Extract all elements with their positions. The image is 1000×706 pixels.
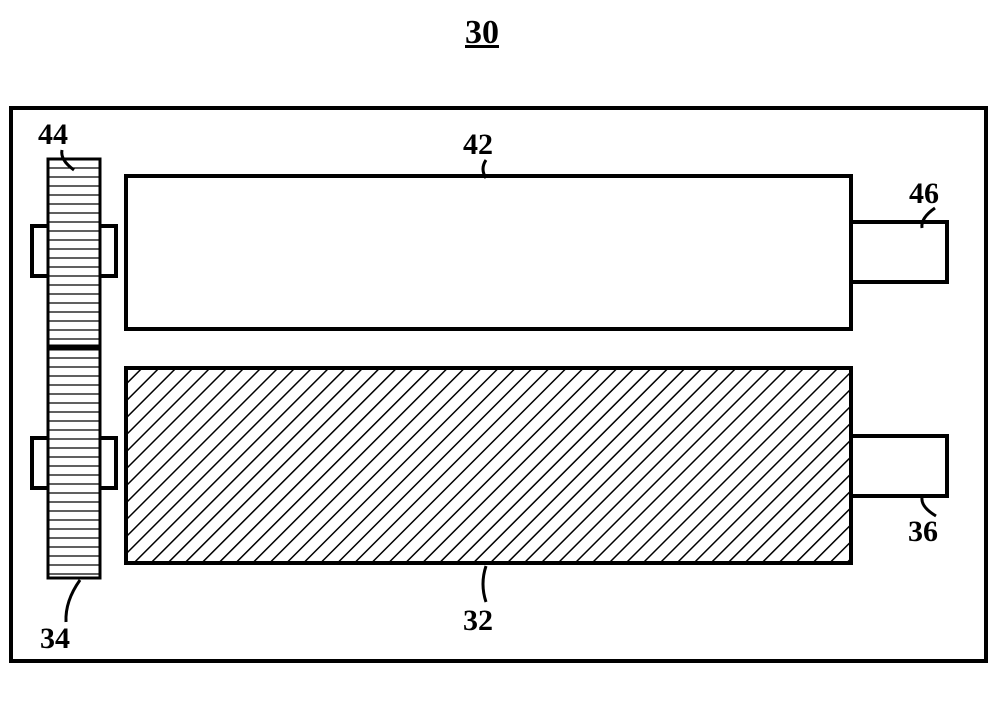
top-shaft <box>851 222 947 282</box>
figure-title: 30 <box>465 14 499 52</box>
bottom-gear <box>48 349 100 578</box>
top-gear <box>48 159 100 346</box>
leader-36 <box>922 498 936 516</box>
leader-32 <box>483 566 486 602</box>
figure-stage: 30 44 34 42 32 46 36 <box>0 0 1000 701</box>
label-34: 34 <box>40 622 70 656</box>
bottom-shaft <box>851 436 947 496</box>
label-42: 42 <box>463 128 493 162</box>
label-36: 36 <box>908 515 938 549</box>
label-44: 44 <box>38 118 68 152</box>
top-roller <box>126 176 851 329</box>
label-46: 46 <box>909 177 939 211</box>
leader-34 <box>66 580 80 622</box>
bottom-roller <box>126 368 851 563</box>
leader-42 <box>483 160 486 178</box>
gear-mesh <box>48 345 100 350</box>
label-32: 32 <box>463 604 493 638</box>
